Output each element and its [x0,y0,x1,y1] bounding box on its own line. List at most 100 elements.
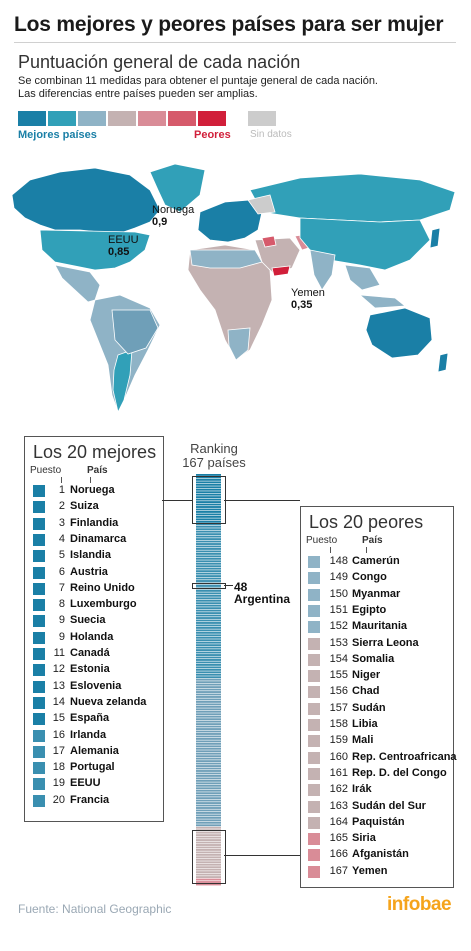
map-label-norway-value: 0,9 [152,216,168,228]
map-greenland [149,163,206,213]
ranking-stripe [196,844,221,846]
worst-rank: 165 [329,832,348,845]
ranking-stripe [196,868,221,871]
ranking-stripe [196,560,221,563]
best-rank: 1 [58,484,65,496]
ranking-stripe [196,503,221,506]
ranking-stripe [196,804,221,807]
best-country: Canadá [70,647,110,659]
best-20-title: Los 20 mejores [33,442,157,462]
best-rank: 9 [58,614,65,627]
worst-rank: 153 [329,636,348,649]
subtitle: Puntuación general de cada nación [18,52,301,72]
best-color-swatch [33,485,45,497]
worst-color-swatch [308,637,320,650]
ranking-stripe [196,784,221,787]
ranking-stripe [196,799,221,802]
legend-swatch-worst-3 [138,111,166,126]
ranking-stripe [196,486,221,489]
ranking-stripe [196,511,221,513]
ranking-stripe [196,612,221,615]
ranking-stripe [196,528,221,531]
ranking-stripe [196,824,221,827]
ranking-stripe [196,474,221,476]
best-country: Portugal [70,761,115,774]
worst-row: 150 Myanmar [308,587,471,603]
best-country: Alemania [70,744,119,757]
ranking-stripe [196,730,221,733]
best-col-country: País [87,465,108,476]
worst-color-swatch [308,604,320,617]
best-rank: 17 [52,744,65,757]
ranking-stripe [196,873,221,876]
ranking-stripe [196,671,221,674]
best-row: 19 EEUU [33,776,273,792]
worst-row: 155 Niger [308,668,471,684]
ranking-stripe [196,597,221,600]
worst-row: 149 Congo [308,570,471,586]
ranking-stripe [196,883,221,886]
worst-color-swatch [308,833,320,846]
best-color-swatch [33,599,45,612]
best-country: EEUU [70,777,101,790]
ranking-stripe [196,562,221,565]
ranking-stripe [196,624,221,627]
best-rank: 20 [52,793,65,806]
worst-rank: 148 [329,555,348,567]
map-mexico [54,264,101,303]
ranking-stripe [196,663,221,666]
ranking-stripe [196,839,221,841]
worst-color-swatch [308,849,320,862]
ranking-stripe [196,498,221,501]
ranking-stripe [196,863,221,866]
ranking-stripe [196,548,221,550]
best-row: 8 Luxemburgo [33,597,273,613]
ranking-stripe [196,710,221,713]
ranking-stripe [196,770,221,772]
ranking-title: Ranking 167 países [176,442,252,470]
bottom-20-bracket [192,830,226,884]
worst-color-swatch [308,588,320,601]
ranking-stripe [196,762,221,765]
ranking-stripe [196,651,221,654]
ranking-stripe [196,688,221,691]
best-row: 15 España [33,711,273,727]
ranking-stripe [196,641,221,644]
map-yemen [271,265,291,277]
worst-color-swatch [308,686,320,699]
title-divider [14,42,456,43]
ranking-stripe [196,834,221,837]
best-rank: 13 [52,679,65,692]
map-label-usa-name: EEUU [108,234,139,246]
ranking-stripe [196,626,221,629]
best-row: 16 Irlanda [33,728,273,744]
legend-swatch-worst-2 [168,111,196,126]
ranking-stripe [196,846,221,849]
ranking-stripe [196,718,221,721]
ranking-stripe [196,747,221,750]
ranking-stripe [196,755,221,758]
ranking-stripe [196,696,221,698]
ranking-stripe [196,617,221,619]
map-indonesia [358,294,407,309]
map-syria [261,235,277,248]
worst-country: Rep. Centroafricana [352,750,457,763]
ranking-stripe [196,491,221,494]
best-row: 3 Finlandia [33,516,273,532]
best-row: 18 Portugal [33,760,273,776]
best-rank: 12 [52,663,65,676]
worst-color-swatch [308,653,320,666]
worst-row: 161 Rep. D. del Congo [308,766,471,782]
worst-row: 162 Irák [308,782,471,798]
ranking-stripe [196,698,221,701]
best-rank: 19 [52,777,65,790]
ranking-stripe [196,686,221,689]
map-label-usa: EEUU 0,85 [108,234,139,258]
map-label-norway: Noruega 0,9 [152,204,194,228]
worst-country: Myanmar [352,587,401,600]
best-color-swatch [33,664,45,677]
worst-rank: 159 [329,734,348,747]
ranking-stripe [196,567,221,570]
ranking-stripe [196,589,221,592]
worst-row: 148 Camerún [308,554,471,570]
